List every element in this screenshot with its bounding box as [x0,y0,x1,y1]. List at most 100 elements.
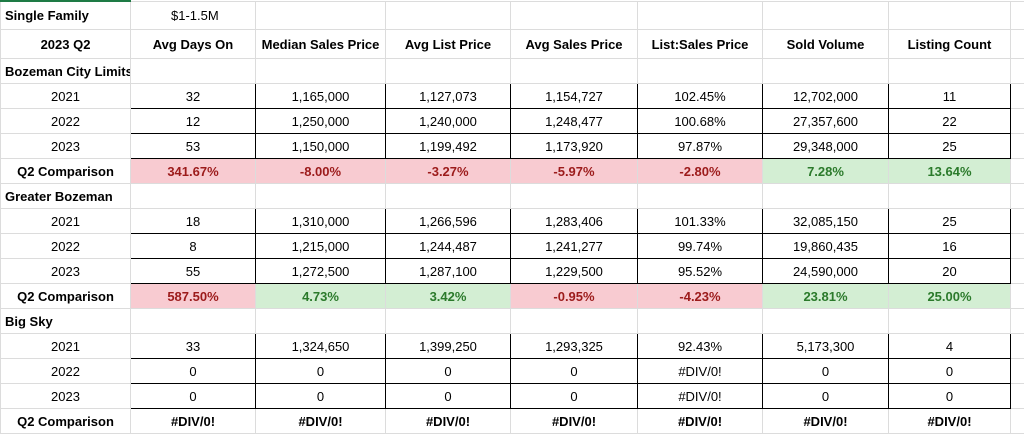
empty-cell[interactable] [888,0,1011,30]
empty-cell[interactable] [510,0,638,30]
value-cell[interactable]: 25 [888,208,1011,234]
comparison-cell[interactable]: #DIV/0! [888,408,1011,434]
year-label[interactable]: 2022 [0,108,131,134]
year-label[interactable]: 2021 [0,208,131,234]
empty-cell[interactable] [1010,383,1024,409]
empty-cell[interactable] [1010,158,1024,184]
comparison-cell[interactable]: 23.81% [762,283,889,309]
year-label[interactable]: 2022 [0,358,131,384]
value-cell[interactable]: 92.43% [637,333,763,359]
value-cell[interactable]: 0 [385,358,511,384]
value-cell[interactable]: 100.68% [637,108,763,134]
empty-cell[interactable] [1010,0,1024,30]
empty-cell[interactable] [130,183,256,209]
value-cell[interactable]: 1,173,920 [510,133,638,159]
value-cell[interactable]: 99.74% [637,233,763,259]
value-cell[interactable]: 1,165,000 [255,83,386,109]
comparison-label[interactable]: Q2 Comparison [0,283,131,309]
value-cell[interactable]: 1,229,500 [510,258,638,284]
value-cell[interactable]: 1,215,000 [255,233,386,259]
year-label[interactable]: 2022 [0,233,131,259]
empty-cell[interactable] [255,183,386,209]
comparison-cell[interactable]: 3.42% [385,283,511,309]
empty-cell[interactable] [637,0,763,30]
value-cell[interactable]: 1,250,000 [255,108,386,134]
value-cell[interactable]: 0 [255,358,386,384]
value-cell[interactable]: 102.45% [637,83,763,109]
value-cell[interactable]: 25 [888,133,1011,159]
column-header[interactable]: Median Sales Price [255,29,386,59]
value-cell[interactable]: 19,860,435 [762,233,889,259]
value-cell[interactable]: 20 [888,258,1011,284]
comparison-cell[interactable]: #DIV/0! [255,408,386,434]
comparison-cell[interactable]: 341.67% [130,158,256,184]
empty-cell[interactable] [1010,408,1024,434]
value-cell[interactable]: 53 [130,133,256,159]
value-cell[interactable]: 22 [888,108,1011,134]
empty-cell[interactable] [510,183,638,209]
empty-cell[interactable] [637,58,763,84]
value-cell[interactable]: 11 [888,83,1011,109]
value-cell[interactable]: 8 [130,233,256,259]
comparison-cell[interactable]: -0.95% [510,283,638,309]
empty-cell[interactable] [255,308,386,334]
comparison-cell[interactable]: -2.80% [637,158,763,184]
empty-cell[interactable] [1010,58,1024,84]
value-cell[interactable]: 1,324,650 [255,333,386,359]
comparison-cell[interactable]: #DIV/0! [385,408,511,434]
comparison-cell[interactable]: -3.27% [385,158,511,184]
value-cell[interactable]: 0 [888,358,1011,384]
value-cell[interactable]: 0 [130,358,256,384]
section-name[interactable]: Big Sky [0,308,131,334]
section-name[interactable]: Greater Bozeman [0,183,131,209]
comparison-cell[interactable]: 587.50% [130,283,256,309]
comparison-cell[interactable]: 4.73% [255,283,386,309]
column-header[interactable]: Avg Sales Price [510,29,638,59]
value-cell[interactable]: 0 [510,358,638,384]
value-cell[interactable]: 0 [255,383,386,409]
empty-cell[interactable] [510,308,638,334]
year-label[interactable]: 2021 [0,333,131,359]
column-header[interactable]: Avg Days On [130,29,256,59]
section-name[interactable]: Bozeman City Limits [0,58,131,84]
empty-cell[interactable] [510,58,638,84]
value-cell[interactable]: 1,283,406 [510,208,638,234]
empty-cell[interactable] [255,58,386,84]
value-cell[interactable]: 1,399,250 [385,333,511,359]
value-cell[interactable]: 1,248,477 [510,108,638,134]
comparison-cell[interactable]: #DIV/0! [637,408,763,434]
empty-cell[interactable] [637,308,763,334]
empty-cell[interactable] [1010,208,1024,234]
value-cell[interactable]: 33 [130,333,256,359]
value-cell[interactable]: 95.52% [637,258,763,284]
year-label[interactable]: 2023 [0,133,131,159]
value-cell[interactable]: 1,272,500 [255,258,386,284]
comparison-cell[interactable]: 7.28% [762,158,889,184]
value-cell[interactable]: 24,590,000 [762,258,889,284]
column-header[interactable]: Avg List Price [385,29,511,59]
empty-cell[interactable] [1010,133,1024,159]
value-cell[interactable]: 1,310,000 [255,208,386,234]
value-cell[interactable]: #DIV/0! [637,383,763,409]
value-cell[interactable]: 1,154,727 [510,83,638,109]
empty-cell[interactable] [1010,29,1024,59]
value-cell[interactable]: 5,173,300 [762,333,889,359]
empty-cell[interactable] [385,58,511,84]
empty-cell[interactable] [1010,108,1024,134]
value-cell[interactable]: 32 [130,83,256,109]
value-cell[interactable]: 0 [385,383,511,409]
empty-cell[interactable] [637,183,763,209]
value-cell[interactable]: 1,266,596 [385,208,511,234]
column-header[interactable]: Sold Volume [762,29,889,59]
empty-cell[interactable] [130,308,256,334]
value-cell[interactable]: 1,293,325 [510,333,638,359]
value-cell[interactable]: 12 [130,108,256,134]
comparison-cell[interactable]: 13.64% [888,158,1011,184]
comparison-cell[interactable]: #DIV/0! [762,408,889,434]
empty-cell[interactable] [1010,308,1024,334]
comparison-cell[interactable]: #DIV/0! [130,408,256,434]
value-cell[interactable]: 32,085,150 [762,208,889,234]
value-cell[interactable]: 0 [762,383,889,409]
comparison-cell[interactable]: #DIV/0! [510,408,638,434]
value-cell[interactable]: 16 [888,233,1011,259]
